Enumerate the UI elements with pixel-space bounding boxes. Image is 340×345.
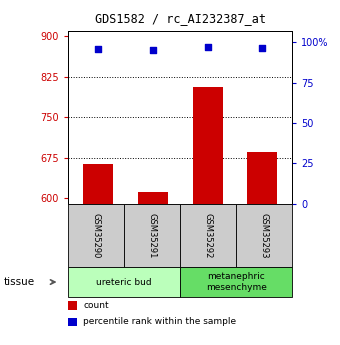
- Point: [150, 48, 156, 53]
- Text: metanephric
mesenchyme: metanephric mesenchyme: [206, 272, 267, 292]
- Text: GSM35290: GSM35290: [91, 213, 101, 258]
- Point: [96, 46, 101, 51]
- Text: GDS1582 / rc_AI232387_at: GDS1582 / rc_AI232387_at: [95, 12, 266, 25]
- Text: GSM35293: GSM35293: [260, 213, 269, 258]
- Bar: [138, 192, 168, 204]
- Point: [205, 45, 210, 50]
- Text: GSM35292: GSM35292: [204, 213, 213, 258]
- Bar: [192, 87, 223, 204]
- Bar: [247, 152, 277, 204]
- Bar: [83, 164, 113, 204]
- Point: [259, 45, 265, 51]
- Text: ureteric bud: ureteric bud: [96, 277, 152, 287]
- Text: count: count: [83, 301, 109, 310]
- Text: percentile rank within the sample: percentile rank within the sample: [83, 317, 236, 326]
- Text: tissue: tissue: [3, 277, 35, 287]
- Text: GSM35291: GSM35291: [148, 213, 157, 258]
